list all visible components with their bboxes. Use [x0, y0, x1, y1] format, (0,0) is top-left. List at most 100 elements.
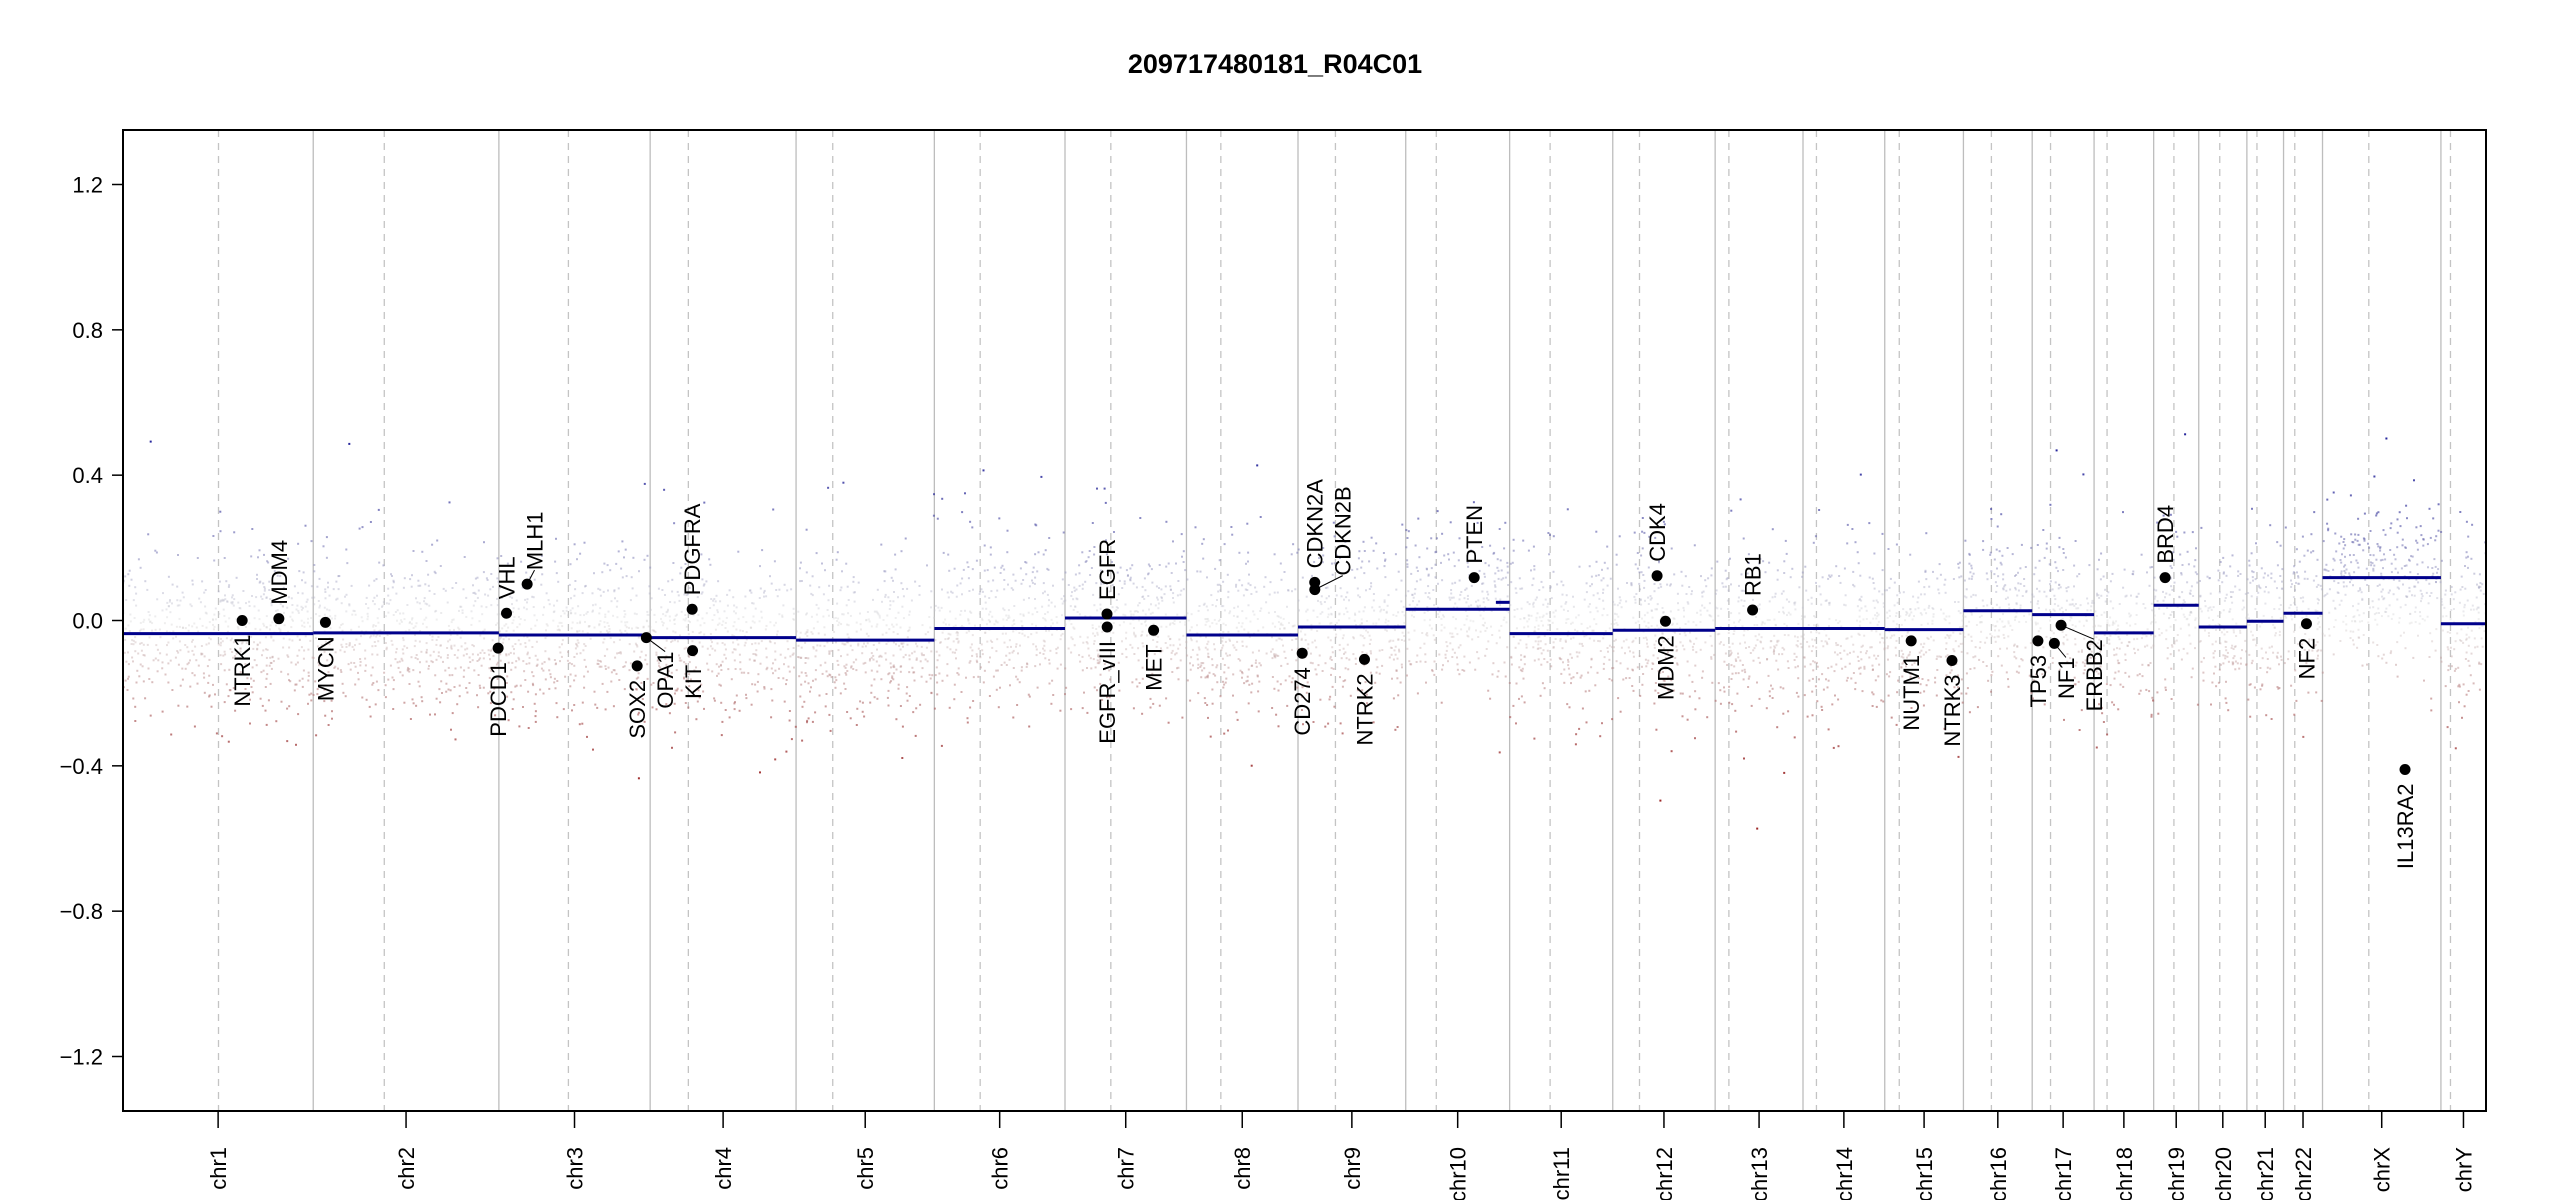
probe-point [1659, 799, 1662, 802]
probe-point [517, 615, 520, 618]
probe-point [511, 708, 514, 710]
probe-point [1813, 661, 1816, 664]
probe-point [184, 627, 187, 630]
probe-point [1669, 610, 1672, 613]
probe-point [1610, 679, 1613, 682]
probe-point [1082, 641, 1085, 644]
probe-point [518, 725, 521, 728]
probe-point [812, 627, 815, 630]
probe-point [1449, 632, 1452, 635]
probe-point [1099, 658, 1102, 661]
probe-point [1618, 596, 1621, 599]
probe-point [1498, 629, 1501, 632]
probe-point [528, 639, 531, 642]
probe-point [344, 595, 346, 598]
probe-point [357, 671, 359, 674]
probe-point [166, 601, 169, 604]
probe-point [1689, 639, 1691, 642]
probe-point [1816, 661, 1818, 664]
probe-point [256, 648, 259, 651]
probe-point [261, 598, 264, 600]
probe-point [1910, 611, 1913, 614]
probe-point [1737, 600, 1740, 603]
probe-point [1818, 585, 1821, 588]
probe-point [1240, 625, 1243, 628]
probe-point [510, 691, 513, 694]
probe-point [674, 639, 676, 642]
probe-point [483, 637, 486, 640]
probe-point [535, 664, 538, 667]
probe-point [809, 690, 811, 693]
probe-point [745, 693, 747, 696]
probe-point [1565, 618, 1568, 621]
probe-point [872, 658, 875, 661]
probe-point [1247, 604, 1250, 607]
probe-point [1311, 662, 1314, 665]
probe-point [142, 680, 145, 683]
probe-point [906, 699, 909, 702]
probe-point [1227, 590, 1230, 593]
probe-point [1826, 643, 1829, 646]
probe-point [1634, 637, 1637, 640]
probe-point [1523, 655, 1526, 658]
probe-point [1468, 661, 1471, 664]
probe-point [1878, 663, 1881, 666]
probe-point [1534, 598, 1537, 601]
probe-point [1812, 669, 1815, 672]
probe-point [831, 625, 834, 628]
probe-point [401, 674, 404, 677]
probe-point [992, 675, 995, 678]
probe-point [1464, 609, 1467, 612]
probe-point [793, 666, 795, 669]
probe-point [758, 597, 761, 599]
probe-point [889, 604, 892, 607]
probe-point [585, 665, 587, 668]
probe-point [1305, 691, 1308, 694]
probe-point [1072, 626, 1075, 629]
probe-point [646, 610, 649, 613]
probe-point [366, 612, 369, 615]
probe-point [1171, 671, 1174, 673]
probe-point [222, 599, 225, 602]
probe-point [1416, 603, 1419, 606]
probe-point [619, 651, 622, 654]
probe-point [1157, 635, 1160, 638]
probe-point [833, 681, 836, 684]
probe-point [361, 696, 364, 699]
probe-point [1086, 642, 1089, 645]
probe-point [1706, 716, 1709, 719]
probe-point [1111, 561, 1113, 563]
probe-point [1327, 722, 1330, 725]
probe-point [445, 682, 448, 685]
probe-point [189, 659, 191, 662]
probe-point [637, 627, 640, 629]
probe-point [1474, 668, 1477, 671]
probe-point [560, 655, 563, 658]
probe-point [263, 553, 265, 556]
probe-point [487, 594, 490, 597]
probe-point [1615, 563, 1618, 566]
probe-point [417, 584, 420, 587]
probe-point [1059, 638, 1062, 641]
probe-point [479, 634, 482, 637]
probe-point [425, 648, 428, 651]
probe-point [1353, 576, 1356, 579]
probe-point [592, 609, 594, 612]
probe-point [843, 665, 846, 668]
probe-point [1652, 663, 1655, 665]
probe-point [270, 602, 273, 605]
probe-point [564, 675, 567, 678]
probe-point [310, 540, 313, 543]
probe-point [1447, 660, 1449, 663]
probe-point [936, 517, 939, 520]
probe-point [1286, 704, 1289, 707]
probe-point [499, 653, 502, 656]
probe-point [1010, 645, 1012, 648]
probe-point [214, 607, 217, 610]
probe-point [1044, 549, 1047, 552]
probe-point [1854, 681, 1857, 684]
probe-point [1512, 704, 1515, 707]
probe-point [1505, 621, 1508, 624]
probe-point [426, 603, 429, 606]
probe-point [335, 598, 338, 601]
